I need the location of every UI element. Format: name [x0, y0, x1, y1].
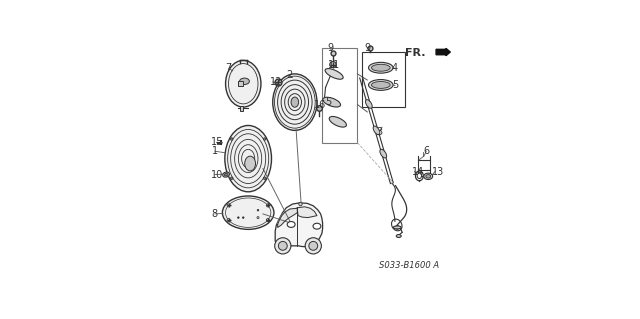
Text: FR.: FR. [404, 48, 425, 57]
Ellipse shape [223, 172, 230, 177]
Ellipse shape [329, 116, 346, 127]
Ellipse shape [394, 226, 401, 229]
Ellipse shape [225, 125, 271, 192]
Circle shape [237, 217, 239, 218]
FancyArrow shape [436, 48, 451, 56]
Circle shape [230, 177, 233, 180]
Bar [239, 106, 243, 111]
Ellipse shape [426, 174, 431, 178]
Circle shape [305, 238, 321, 254]
Ellipse shape [365, 100, 372, 108]
Ellipse shape [380, 149, 387, 158]
Text: 9: 9 [364, 43, 371, 53]
Circle shape [396, 226, 399, 229]
Ellipse shape [371, 64, 390, 71]
Circle shape [243, 217, 244, 218]
Ellipse shape [244, 156, 255, 171]
Bar [322, 48, 358, 143]
Circle shape [278, 241, 287, 250]
Text: 11: 11 [328, 60, 340, 70]
Text: 14: 14 [412, 167, 424, 177]
Circle shape [264, 177, 266, 180]
Text: 10: 10 [211, 170, 223, 180]
Circle shape [299, 202, 302, 206]
Circle shape [275, 238, 291, 254]
Ellipse shape [325, 69, 343, 79]
Ellipse shape [371, 82, 390, 88]
Text: 9: 9 [328, 43, 333, 53]
Ellipse shape [373, 126, 380, 135]
Ellipse shape [396, 234, 401, 237]
Ellipse shape [369, 62, 393, 73]
Ellipse shape [291, 97, 299, 107]
Ellipse shape [239, 78, 250, 85]
Text: 8: 8 [212, 209, 218, 219]
Text: 12: 12 [269, 77, 282, 87]
Text: S033-B1600 A: S033-B1600 A [379, 261, 439, 270]
Bar [238, 81, 243, 86]
Text: 4: 4 [392, 63, 398, 73]
Text: 5: 5 [326, 97, 332, 107]
Ellipse shape [323, 97, 340, 107]
Polygon shape [298, 207, 317, 218]
Ellipse shape [225, 173, 228, 176]
Ellipse shape [369, 79, 393, 90]
Text: 15: 15 [211, 137, 223, 147]
Circle shape [266, 204, 269, 207]
Circle shape [257, 210, 259, 211]
Text: 5: 5 [392, 80, 398, 91]
Circle shape [257, 217, 259, 219]
Ellipse shape [222, 196, 274, 229]
Bar [362, 52, 405, 107]
Text: 16: 16 [314, 100, 326, 110]
Text: 3: 3 [376, 127, 383, 137]
Circle shape [266, 219, 269, 221]
Ellipse shape [313, 223, 321, 229]
Ellipse shape [287, 221, 295, 227]
Text: 2: 2 [286, 70, 292, 80]
Text: 6: 6 [424, 146, 429, 156]
Polygon shape [278, 208, 298, 227]
Circle shape [220, 142, 222, 144]
Circle shape [227, 204, 230, 207]
Text: 13: 13 [433, 167, 445, 177]
Text: 7: 7 [225, 63, 232, 73]
Circle shape [309, 241, 317, 250]
Text: 1: 1 [212, 146, 218, 156]
Ellipse shape [273, 74, 317, 130]
Ellipse shape [225, 60, 261, 107]
Polygon shape [275, 203, 323, 247]
Bar [418, 160, 430, 170]
Circle shape [264, 138, 266, 140]
Circle shape [230, 138, 233, 140]
Circle shape [227, 219, 230, 221]
Ellipse shape [330, 62, 336, 68]
Ellipse shape [424, 173, 433, 180]
